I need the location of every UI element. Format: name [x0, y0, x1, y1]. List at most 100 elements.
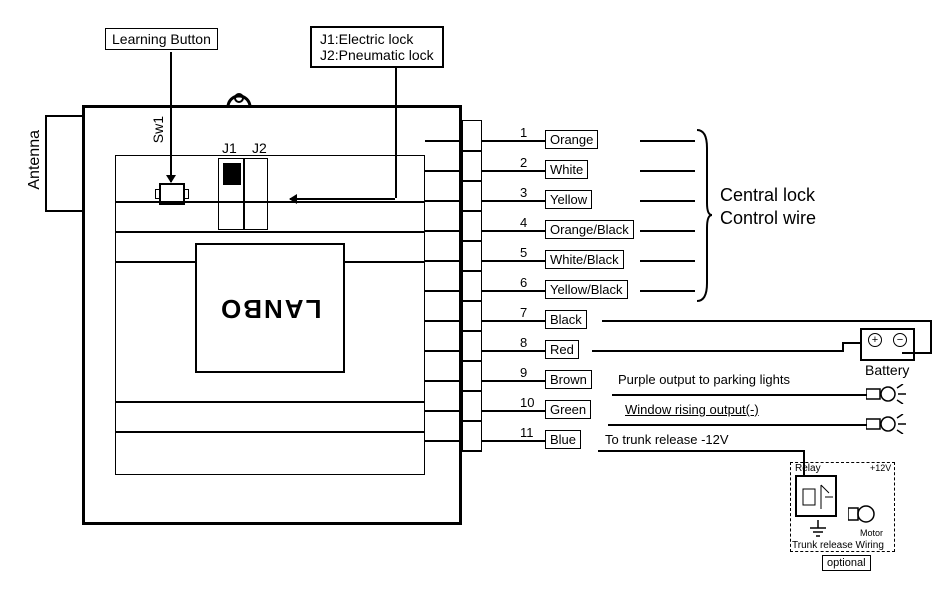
- battery-label: Battery: [865, 362, 909, 378]
- wire-number: 5: [520, 245, 527, 260]
- wire-line: [482, 200, 534, 202]
- antenna-line-bot: [45, 210, 82, 212]
- wire-color-label: Orange: [545, 130, 598, 149]
- antenna-line-top: [45, 115, 82, 117]
- wire-number: 8: [520, 335, 527, 350]
- wire-line: [482, 170, 534, 172]
- connector-pin: [462, 210, 482, 212]
- inner-tick: [425, 230, 462, 232]
- wire9-note: Purple output to parking lights: [618, 372, 790, 387]
- wire7-ext: [602, 320, 932, 322]
- wire-color-label: White: [545, 160, 588, 179]
- inner-tick: [425, 440, 462, 442]
- bulb2-icon: [866, 414, 911, 434]
- jumper-label-box: J1:Electric lock J2:Pneumatic lock: [310, 26, 444, 68]
- j1-short: J1: [222, 140, 237, 156]
- wire-line: [482, 350, 534, 352]
- j2-label: J2:Pneumatic lock: [320, 47, 434, 63]
- wire-color-label: Blue: [545, 430, 581, 449]
- wire-ext-bracket: [640, 200, 695, 202]
- wire-line: [482, 140, 534, 142]
- antenna-label: Antenna: [26, 130, 44, 190]
- wire8-v: [842, 342, 844, 352]
- wire-line: [482, 260, 534, 262]
- central-lock-text: Central lock: [720, 185, 815, 206]
- connector-pin: [462, 390, 482, 392]
- wire-number: 11: [520, 425, 534, 440]
- wire-color-label: White/Black: [545, 250, 624, 269]
- trunk-wiring-label: Trunk release Wiring: [792, 540, 884, 551]
- wire-color-label: Yellow: [545, 190, 592, 209]
- wire-ext-bracket: [640, 140, 695, 142]
- brand-text: LANBO: [219, 293, 321, 324]
- inner-tick: [425, 350, 462, 352]
- connector-pin: [462, 240, 482, 242]
- wire-number: 4: [520, 215, 527, 230]
- battery-box: + −: [860, 328, 915, 361]
- motor-label: Motor: [860, 528, 883, 538]
- learning-button-label: Learning Button: [105, 28, 218, 50]
- sw1-button: [159, 183, 185, 205]
- optional-label: optional: [822, 555, 871, 571]
- connector-pin: [462, 330, 482, 332]
- wire-number: 3: [520, 185, 527, 200]
- j1-label: J1:Electric lock: [320, 31, 434, 47]
- connector-block: [462, 120, 482, 452]
- wire-number: 10: [520, 395, 534, 410]
- antenna-line-v: [45, 115, 47, 210]
- sw1-stub-l: [155, 189, 160, 199]
- sw1-label: Sw1: [150, 116, 166, 143]
- relay-schematic: [795, 475, 837, 517]
- j2-short: J2: [252, 140, 267, 156]
- connector-pin: [462, 360, 482, 362]
- connector-pin: [462, 450, 482, 452]
- wire11-ext: [598, 450, 803, 452]
- wire-line: [482, 410, 534, 412]
- wire9-ext: [612, 394, 867, 396]
- wire-color-label: Yellow/Black: [545, 280, 628, 299]
- wire10-note: Window rising output(-): [625, 402, 759, 417]
- wire-line: [482, 440, 534, 442]
- motor-icon: [848, 500, 878, 528]
- wire-ext-bracket: [640, 290, 695, 292]
- inner-tick: [425, 170, 462, 172]
- wire10-ext: [608, 424, 867, 426]
- wire-line: [482, 290, 534, 292]
- wire-line: [482, 320, 534, 322]
- control-wire-text: Control wire: [720, 208, 816, 229]
- hanger-icon: [224, 85, 254, 109]
- connector-pin: [462, 180, 482, 182]
- wire-number: 1: [520, 125, 527, 140]
- wire-color-label: Brown: [545, 370, 592, 389]
- inner-tick: [425, 380, 462, 382]
- connector-pin: [462, 420, 482, 422]
- connector-pin: [462, 150, 482, 152]
- wire-color-label: Red: [545, 340, 579, 359]
- jumper-block: [218, 158, 268, 230]
- wire-number: 9: [520, 365, 527, 380]
- wire-line: [482, 230, 534, 232]
- wire-number: 2: [520, 155, 527, 170]
- brand-plate: LANBO: [195, 243, 345, 373]
- connector-pin: [462, 270, 482, 272]
- connector-pin: [462, 300, 482, 302]
- sw1-stub-r: [184, 189, 189, 199]
- inner-tick: [425, 410, 462, 412]
- ground-icon: [808, 520, 828, 540]
- wire-line: [482, 380, 534, 382]
- wire7-in: [902, 352, 932, 354]
- bulb1-icon: [866, 384, 911, 404]
- wire8-in: [842, 342, 862, 344]
- inner-tick: [425, 140, 462, 142]
- wire-color-label: Green: [545, 400, 591, 419]
- wire-number: 6: [520, 275, 527, 290]
- inner-tick: [425, 260, 462, 262]
- bracket-icon: [695, 128, 713, 303]
- wire-ext-bracket: [640, 230, 695, 232]
- inner-tick: [425, 290, 462, 292]
- wire7-v: [930, 320, 932, 352]
- inner-tick: [425, 320, 462, 322]
- wire-number: 7: [520, 305, 527, 320]
- wire-color-label: Black: [545, 310, 587, 329]
- wire-ext-bracket: [640, 170, 695, 172]
